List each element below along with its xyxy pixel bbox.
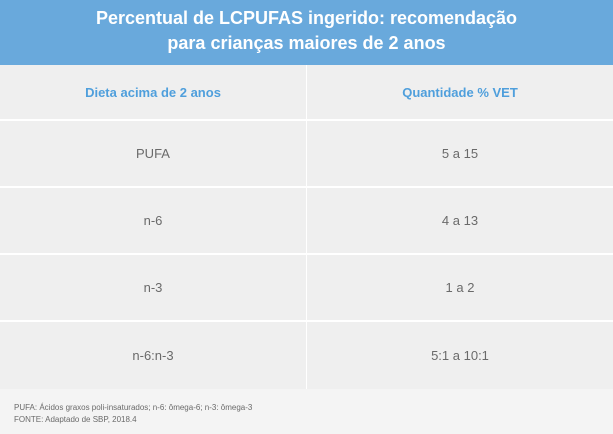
quantity-cell: 5:1 a 10:1 [431,348,489,363]
table-row: n-3 1 a 2 [0,255,613,320]
column-divider [306,65,307,389]
row-divider [0,320,613,322]
title-line-2: para crianças maiores de 2 anos [167,33,446,53]
column-header-diet: Dieta acima de 2 anos [85,84,221,100]
table-header-row: Dieta acima de 2 anos Quantidade % VET [0,65,613,119]
diet-cell: n-6:n-3 [132,348,174,363]
table-row: PUFA 5 a 15 [0,121,613,186]
table-row: n-6:n-3 5:1 a 10:1 [0,322,613,389]
footnote-abbreviations: PUFA: Ácidos graxos poli-insaturados; n-… [14,403,253,412]
recommendation-table: Dieta acima de 2 anos Quantidade % VET P… [0,65,613,389]
title-line-1: Percentual de LCPUFAS ingerido: recomend… [95,8,518,28]
table-row: n-6 4 a 13 [0,188,613,253]
title-banner: Percentual de LCPUFAS ingerido: recomend… [0,0,613,65]
row-divider [0,253,613,255]
quantity-cell: 4 a 13 [441,213,479,228]
quantity-cell: 5 a 15 [441,146,479,161]
diet-cell: n-3 [143,280,163,295]
diet-cell: n-6 [143,213,163,228]
column-header-quantity: Quantidade % VET [402,84,518,100]
quantity-cell: 1 a 2 [445,280,475,295]
footnote-source: FONTE: Adaptado de SBP, 2018.4 [14,415,137,424]
row-divider [0,186,613,188]
diet-cell: PUFA [136,146,170,161]
row-divider [0,119,613,121]
